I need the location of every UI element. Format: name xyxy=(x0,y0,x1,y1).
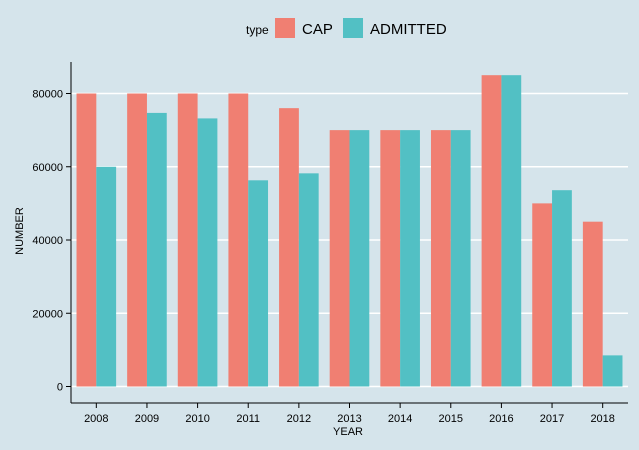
bar-cap-2013 xyxy=(329,130,350,387)
bar-cap-2014 xyxy=(380,130,401,387)
y-axis-title: NUMBER xyxy=(14,207,26,255)
bar-cap-2009 xyxy=(127,93,147,387)
x-tick-label: 2014 xyxy=(388,413,412,425)
x-tick-label: 2018 xyxy=(590,413,614,425)
bar-cap-2016 xyxy=(481,75,502,387)
bar-cap-2012 xyxy=(279,108,299,387)
bar-admitted-2009 xyxy=(146,112,167,387)
x-tick-label: 2013 xyxy=(337,413,361,425)
x-tick-label: 2015 xyxy=(439,413,463,425)
legend-swatch-admitted xyxy=(343,18,363,38)
bar-cap-2018 xyxy=(582,221,603,387)
bar-admitted-2016 xyxy=(501,75,522,387)
x-tick-label: 2016 xyxy=(489,413,513,425)
y-tick-label: 60000 xyxy=(32,162,63,174)
y-tick-label: 20000 xyxy=(32,308,63,320)
x-tick-label: 2010 xyxy=(185,413,209,425)
x-tick-label: 2011 xyxy=(236,413,260,425)
bar-admitted-2013 xyxy=(349,130,370,387)
bar-admitted-2010 xyxy=(197,118,218,387)
bar-admitted-2017 xyxy=(552,190,572,387)
bar-admitted-2014 xyxy=(400,130,420,387)
legend-label-cap: CAP xyxy=(302,21,333,38)
y-tick-label: 0 xyxy=(57,382,63,394)
bar-admitted-2018 xyxy=(602,355,623,387)
y-axis: 0 20000 40000 60000 80000 xyxy=(32,62,72,403)
bar-admitted-2011 xyxy=(248,180,269,387)
bar-admitted-2015 xyxy=(450,130,471,387)
x-axis: 2008 2009 2010 2011 2012 2013 2014 2015 2016 2017… xyxy=(71,402,628,425)
x-tick-label: 2008 xyxy=(84,413,108,425)
bar-cap-2015 xyxy=(430,130,451,387)
bar-admitted-2012 xyxy=(298,173,319,387)
bar-cap-2008 xyxy=(76,93,97,387)
legend: type CAP ADMITTED xyxy=(246,18,447,38)
bar-cap-2011 xyxy=(228,93,249,387)
x-tick-label: 2009 xyxy=(135,413,159,425)
bar-cap-2017 xyxy=(532,203,553,387)
x-tick-label: 2012 xyxy=(287,413,311,425)
x-axis-title: YEAR xyxy=(333,426,363,438)
y-tick-label: 40000 xyxy=(32,235,63,247)
bar-admitted-2008 xyxy=(96,166,117,387)
x-tick-label: 2017 xyxy=(540,413,564,425)
legend-label-admitted: ADMITTED xyxy=(370,21,447,38)
y-tick-label: 80000 xyxy=(32,89,63,101)
bar-cap-2010 xyxy=(177,93,198,387)
bars xyxy=(76,75,623,387)
legend-swatch-cap xyxy=(275,18,295,38)
legend-title: type xyxy=(246,23,269,37)
